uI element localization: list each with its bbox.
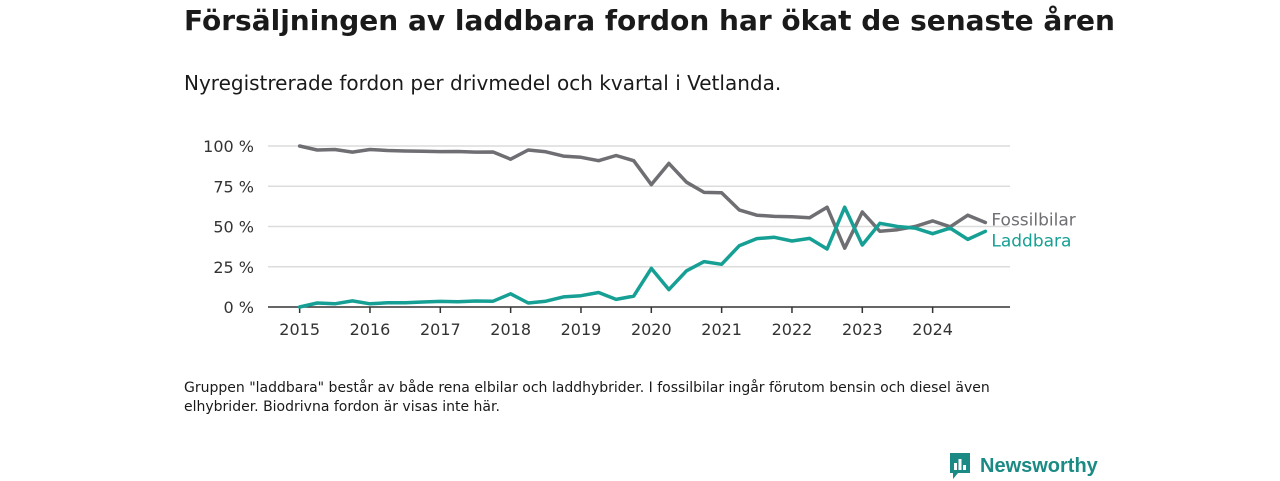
x-tick-label: 2017 bbox=[420, 320, 461, 339]
series-line-laddbara bbox=[297, 205, 988, 309]
footnote: Gruppen "laddbara" består av både rena e… bbox=[184, 380, 990, 415]
x-tick-label: 2015 bbox=[279, 320, 320, 339]
y-tick-label: 100 % bbox=[203, 137, 254, 156]
y-tick-label: 75 % bbox=[213, 177, 254, 196]
x-tick-label: 2024 bbox=[912, 320, 953, 339]
x-tick-label: 2021 bbox=[701, 320, 742, 339]
x-tick-label: 2016 bbox=[350, 320, 391, 339]
chart-subtitle: Nyregistrerade fordon per drivmedel och … bbox=[184, 71, 782, 95]
series-label-fossil: Fossilbilar bbox=[991, 210, 1075, 230]
y-tick-label: 0 % bbox=[224, 298, 254, 317]
x-tick-label: 2019 bbox=[561, 320, 602, 339]
series-lines bbox=[297, 144, 988, 309]
x-tick-label: 2023 bbox=[842, 320, 883, 339]
x-tick-label: 2022 bbox=[772, 320, 813, 339]
x-axis bbox=[268, 306, 1010, 313]
y-axis-tick-labels: 0 % 25 % 50 % 75 % 100 % bbox=[203, 137, 254, 317]
gridlines bbox=[268, 145, 1010, 268]
brand-name: Newsworthy bbox=[980, 454, 1098, 477]
x-tick-label: 2020 bbox=[631, 320, 672, 339]
y-tick-label: 50 % bbox=[213, 218, 254, 237]
series-label-laddbara: Laddbara bbox=[991, 231, 1071, 251]
newsworthy-brand[interactable]: Newsworthy bbox=[948, 451, 1098, 481]
y-tick-label: 25 % bbox=[213, 258, 254, 277]
x-axis-tick-labels: 2015 2016 2017 2018 2019 2020 2021 2022 2023 2024 bbox=[279, 320, 953, 339]
x-tick-label: 2018 bbox=[490, 320, 531, 339]
line-chart: 0 %25 %50 %75 %100 % 2015 2016 2017 2018 201… bbox=[203, 137, 1076, 339]
series-line-fossil bbox=[297, 144, 988, 250]
chart-title: Försäljningen av laddbara fordon har öka… bbox=[184, 4, 1115, 37]
newsworthy-logo-icon bbox=[950, 453, 970, 479]
